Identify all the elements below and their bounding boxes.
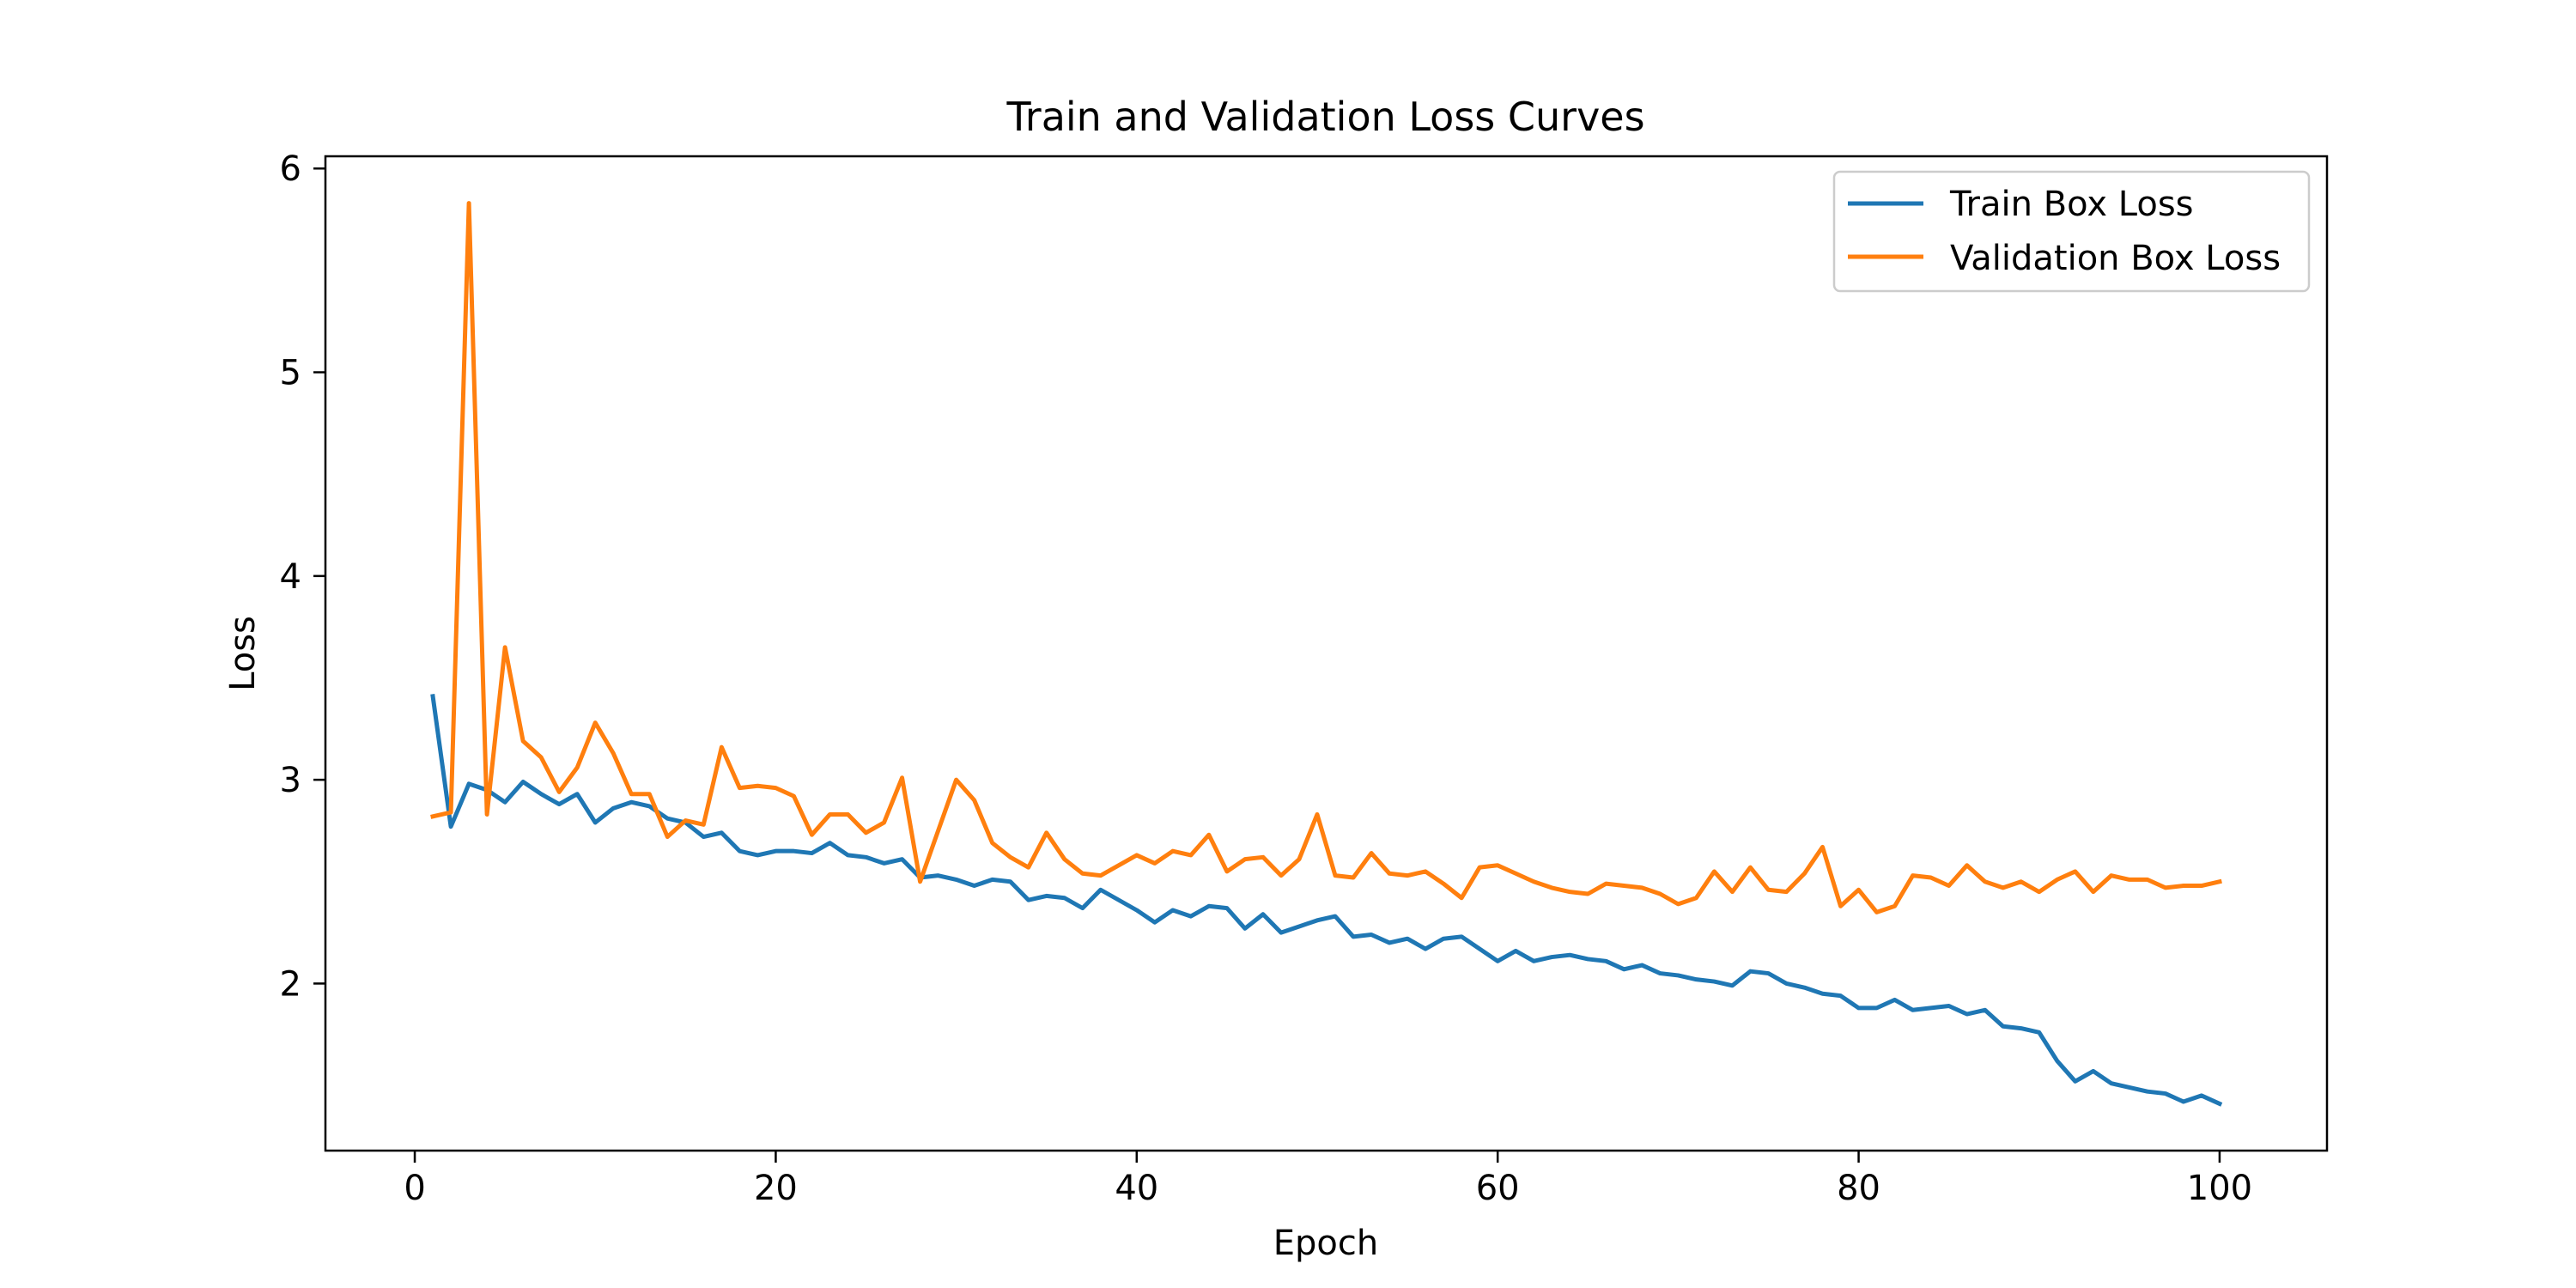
- legend-box: [1832, 170, 2311, 293]
- series-lines: [430, 201, 2223, 1107]
- x-axis-label: Epoch: [1273, 1224, 1378, 1263]
- x-tick-label: 80: [1837, 1169, 1880, 1208]
- y-axis-label: Loss: [223, 616, 263, 691]
- y-tick-label: 3: [280, 761, 301, 800]
- y-tick-label: 6: [280, 149, 301, 189]
- y-tick-label: 4: [280, 557, 301, 597]
- legend-label-validation: Validation Box Loss: [1950, 239, 2281, 278]
- train-box-loss-line: [430, 694, 2223, 1107]
- x-tick-label: 20: [754, 1169, 798, 1208]
- x-tick-label: 0: [404, 1169, 425, 1208]
- x-tick-label: 60: [1476, 1169, 1520, 1208]
- y-axis-ticks: 2 3 4 5 6: [280, 149, 325, 1004]
- plot-frame: [324, 155, 2329, 1152]
- x-axis-ticks: 0 20 40 60 80 100: [404, 1151, 2252, 1208]
- chart-title: Train and Validation Loss Curves: [1005, 94, 1644, 140]
- legend-label-train: Train Box Loss: [1949, 185, 2194, 224]
- plot-area: 0 20 40 60 80 100 2 3 4 5 6: [280, 149, 2329, 1208]
- y-tick-label: 5: [280, 354, 301, 393]
- validation-box-loss-line: [430, 201, 2222, 914]
- y-tick-label: 2: [280, 964, 301, 1004]
- x-tick-label: 100: [2187, 1169, 2252, 1208]
- legend: Train Box Loss Validation Box Loss: [1832, 170, 2311, 293]
- x-tick-label: 40: [1115, 1169, 1158, 1208]
